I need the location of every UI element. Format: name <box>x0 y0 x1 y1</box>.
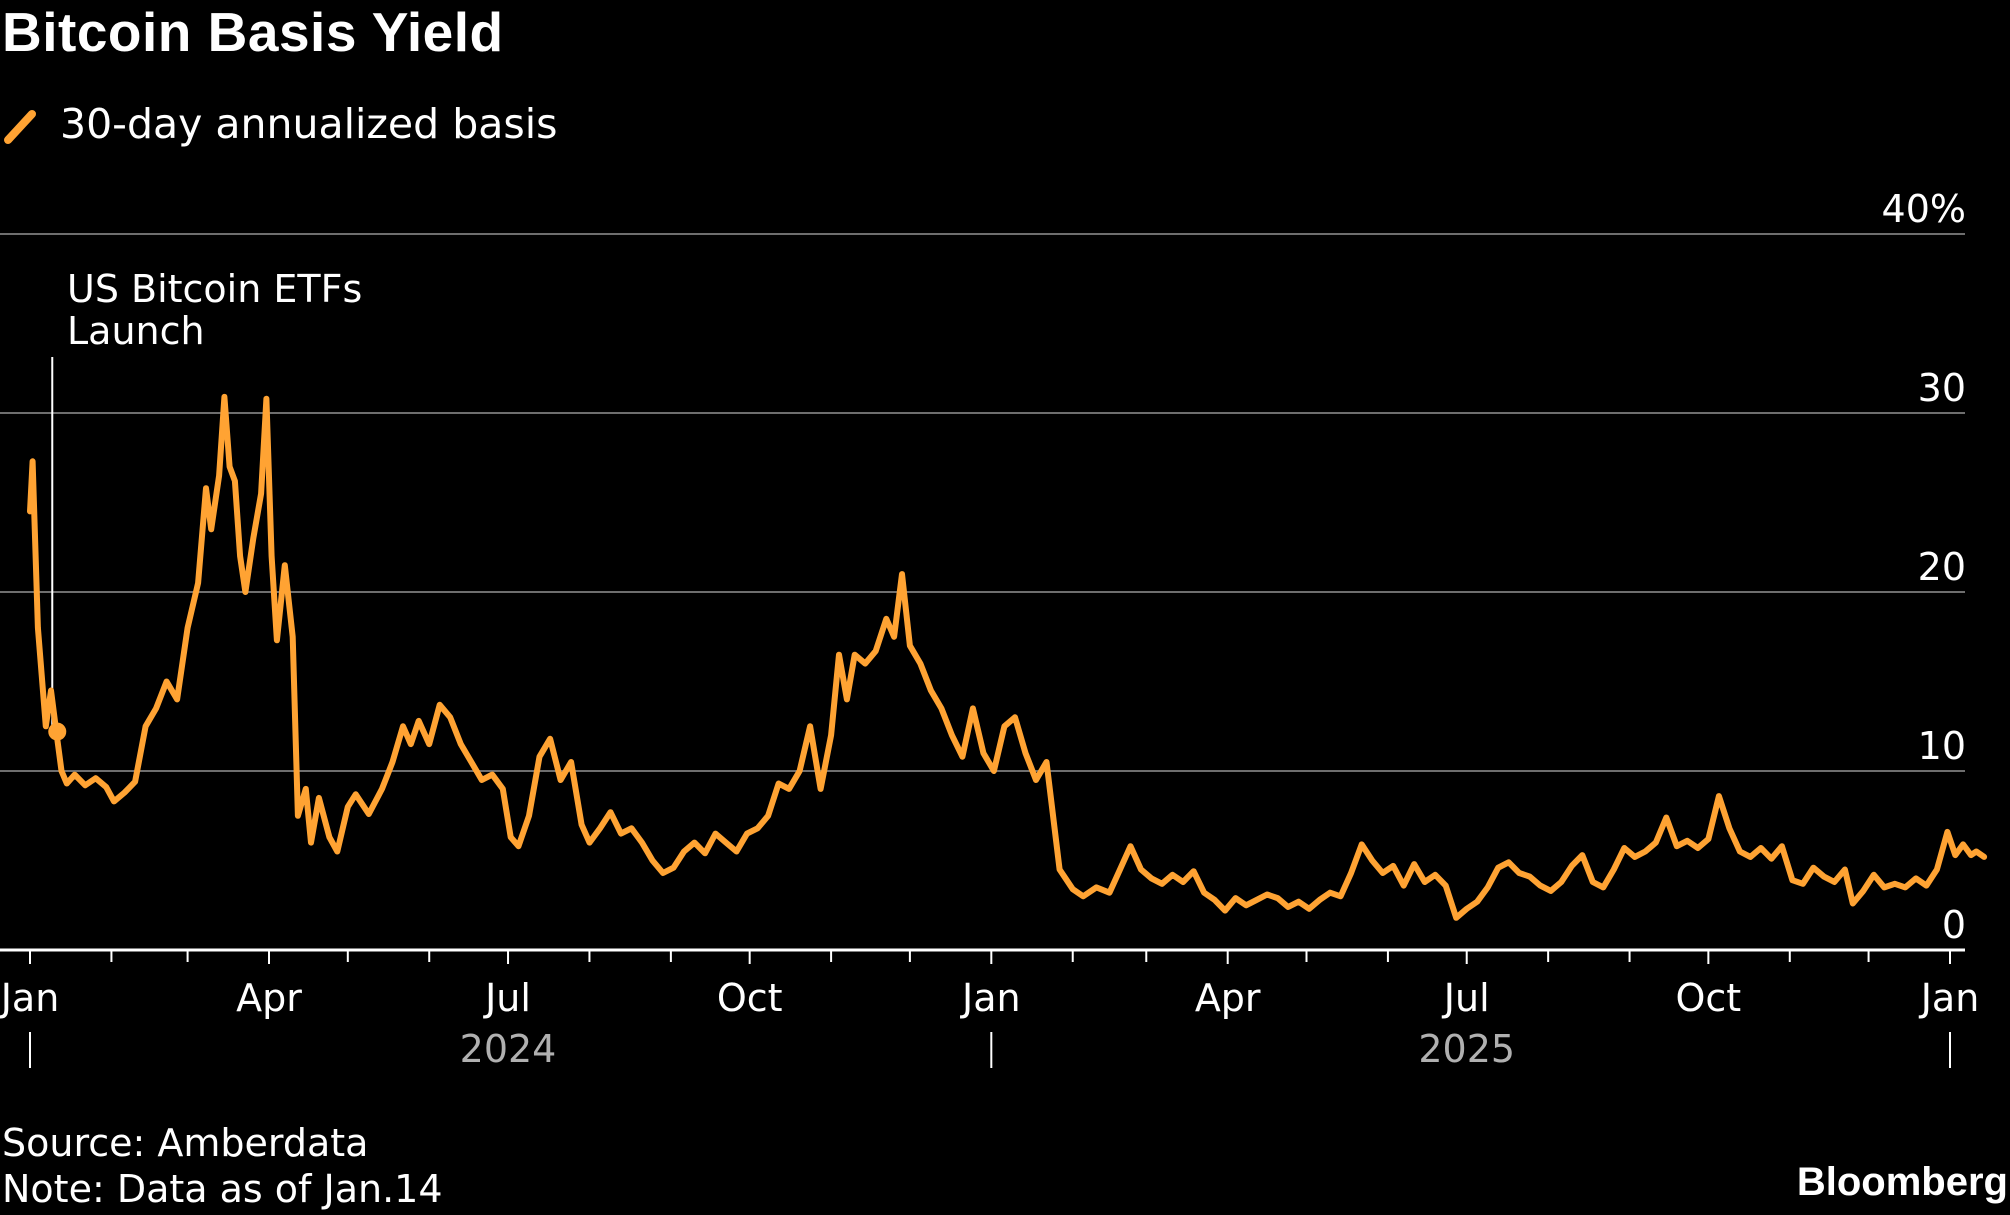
y-tick-label: 20 <box>1918 545 1966 589</box>
y-tick-label: 0 <box>1942 903 1966 947</box>
chart-title: Bitcoin Basis Yield <box>2 1 504 63</box>
x-tick-label: Jul <box>1442 976 1490 1020</box>
y-tick-label: 30 <box>1918 366 1966 410</box>
source-text: Source: Amberdata <box>2 1121 369 1165</box>
x-tick-label: Jan <box>1919 976 1980 1020</box>
annotation-text: US Bitcoin ETFs <box>67 267 362 311</box>
legend: 30-day annualized basis <box>2 100 557 148</box>
x-tick-label: Apr <box>236 976 302 1020</box>
y-tick-label: 40% <box>1882 187 1966 231</box>
annotation-text: Launch <box>67 309 205 353</box>
year-label: 2024 <box>460 1027 557 1071</box>
y-tick-label: 10 <box>1918 724 1966 768</box>
x-tick-label: Jul <box>483 976 531 1020</box>
x-tick-label: Jan <box>960 976 1021 1020</box>
x-tick-label: Oct <box>717 976 783 1020</box>
x-tick-label: Apr <box>1195 976 1261 1020</box>
note-text: Note: Data as of Jan.14 <box>2 1167 443 1211</box>
annotation-marker <box>48 722 67 741</box>
legend-line-icon <box>2 106 38 144</box>
bloomberg-logo: Bloomberg <box>1796 1160 2008 1204</box>
year-label: 2025 <box>1418 1027 1515 1071</box>
series-line <box>27 393 1988 921</box>
x-tick-label: Oct <box>1676 976 1742 1020</box>
source-notes: Source: Amberdata Note: Data as of Jan.1… <box>2 1120 443 1212</box>
x-tick-label: Jan <box>0 976 59 1020</box>
legend-label: 30-day annualized basis <box>60 100 558 148</box>
